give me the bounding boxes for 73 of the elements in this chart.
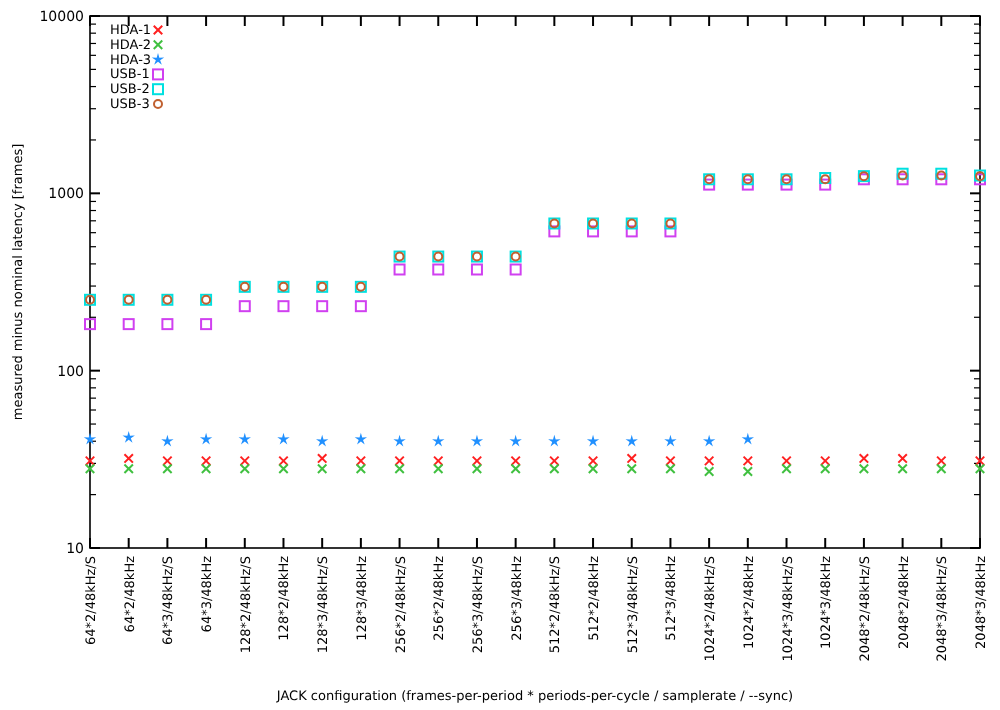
point bbox=[664, 434, 677, 447]
point bbox=[858, 453, 870, 464]
point bbox=[162, 463, 173, 474]
point bbox=[315, 434, 329, 447]
point bbox=[471, 463, 483, 474]
point bbox=[548, 225, 561, 238]
point bbox=[200, 318, 213, 331]
point bbox=[509, 434, 522, 447]
point bbox=[200, 463, 212, 474]
point bbox=[354, 300, 367, 313]
point bbox=[974, 463, 986, 474]
point bbox=[897, 463, 908, 474]
point bbox=[510, 463, 521, 474]
point bbox=[626, 463, 637, 474]
point bbox=[278, 463, 289, 474]
point bbox=[781, 463, 792, 474]
point bbox=[586, 434, 600, 447]
point bbox=[277, 432, 290, 445]
point bbox=[316, 300, 329, 313]
point bbox=[355, 455, 367, 467]
point bbox=[84, 463, 96, 474]
point bbox=[703, 466, 715, 477]
point bbox=[548, 434, 561, 447]
point bbox=[780, 178, 793, 191]
point bbox=[393, 263, 406, 276]
point bbox=[354, 432, 368, 445]
point bbox=[587, 463, 599, 474]
point bbox=[161, 434, 174, 447]
point bbox=[122, 318, 135, 331]
point bbox=[123, 453, 134, 464]
point bbox=[394, 463, 405, 474]
point bbox=[742, 466, 754, 477]
point bbox=[509, 263, 522, 276]
point bbox=[123, 463, 134, 474]
point bbox=[161, 318, 174, 331]
point bbox=[238, 300, 251, 313]
point bbox=[935, 173, 948, 186]
point bbox=[316, 453, 328, 464]
point bbox=[664, 225, 677, 238]
point bbox=[858, 463, 870, 474]
point bbox=[819, 178, 832, 191]
point bbox=[665, 463, 676, 474]
point bbox=[355, 463, 367, 474]
point bbox=[587, 225, 600, 238]
point bbox=[936, 463, 947, 474]
point bbox=[433, 463, 444, 474]
point bbox=[316, 463, 328, 474]
point bbox=[896, 173, 909, 186]
point bbox=[702, 434, 716, 447]
point bbox=[239, 463, 251, 474]
point bbox=[742, 455, 754, 467]
point bbox=[703, 178, 716, 191]
point bbox=[432, 434, 445, 447]
point bbox=[83, 432, 97, 445]
point bbox=[625, 434, 638, 447]
point bbox=[277, 300, 290, 313]
point bbox=[393, 434, 406, 447]
point bbox=[897, 453, 908, 464]
point bbox=[84, 318, 96, 331]
point bbox=[470, 263, 483, 276]
point bbox=[549, 463, 560, 474]
point bbox=[703, 455, 715, 467]
point bbox=[432, 263, 445, 276]
point bbox=[819, 463, 831, 474]
point bbox=[625, 225, 638, 238]
point bbox=[741, 178, 754, 191]
point bbox=[122, 430, 135, 443]
point bbox=[470, 434, 484, 447]
point bbox=[626, 453, 637, 464]
point bbox=[238, 432, 251, 445]
point bbox=[239, 455, 251, 467]
point bbox=[199, 432, 213, 445]
point bbox=[741, 432, 755, 445]
